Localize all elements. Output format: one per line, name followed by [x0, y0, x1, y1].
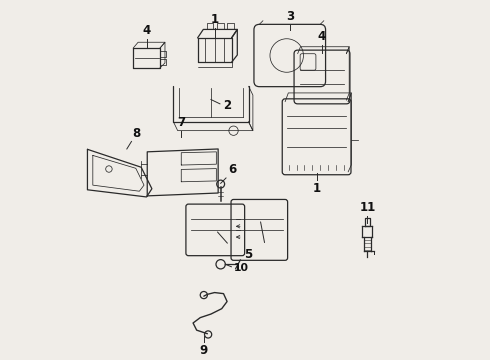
Text: 1: 1 [313, 181, 320, 194]
Text: 1: 1 [211, 13, 219, 26]
Text: 11: 11 [359, 201, 376, 214]
Text: 2: 2 [223, 99, 232, 112]
Text: 4: 4 [143, 24, 150, 37]
Text: 7: 7 [177, 116, 185, 129]
Text: 8: 8 [132, 127, 141, 140]
Text: 10: 10 [234, 263, 248, 273]
Text: 6: 6 [228, 163, 236, 176]
Text: 3: 3 [286, 10, 294, 23]
Text: 5: 5 [245, 248, 253, 261]
Text: 9: 9 [200, 344, 208, 357]
Text: 4: 4 [318, 30, 326, 43]
